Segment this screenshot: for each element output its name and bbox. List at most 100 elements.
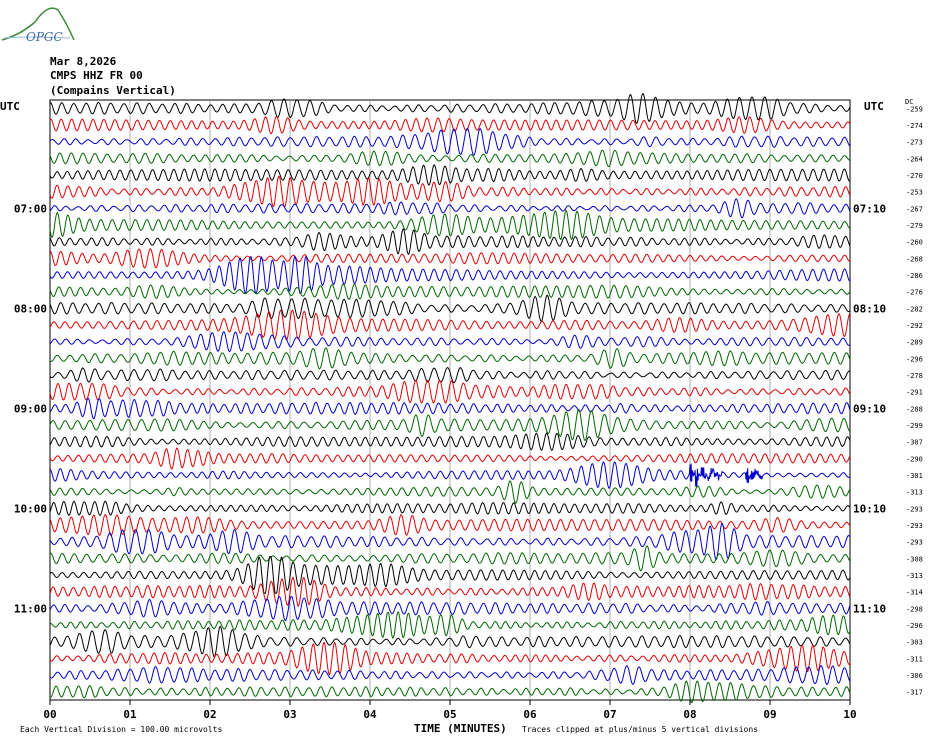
dc-offset-label: -288: [906, 405, 923, 413]
footer-clip: Traces clipped at plus/minus 5 vertical …: [522, 725, 759, 734]
trace-row-6: [49, 198, 851, 219]
dc-offset-label: -313: [906, 572, 923, 580]
trace-row-9: [49, 248, 851, 269]
dc-offset-label: -292: [906, 322, 923, 330]
left-time-label: 09:00: [14, 402, 47, 415]
dc-offset-label: -291: [906, 389, 923, 397]
logo-text: OPGC: [26, 30, 63, 44]
trace-row-32: [49, 625, 851, 658]
trace-row-23: [49, 480, 851, 504]
dc-offset-label: -293: [906, 539, 923, 547]
dc-offset-label: -279: [906, 222, 923, 230]
x-tick-label: 08: [683, 708, 696, 721]
dc-offset-label: -298: [906, 605, 923, 613]
trace-row-10: [49, 255, 851, 295]
dc-offset-label: -267: [906, 205, 923, 213]
dc-offset-label: -308: [906, 555, 923, 563]
trace-row-15: [49, 347, 851, 370]
right-time-label: 09:10: [853, 402, 886, 415]
left-time-label: 11:00: [14, 602, 47, 615]
right-time-label: 10:10: [853, 502, 886, 515]
x-tick-label: 01: [123, 708, 137, 721]
trace-row-28: [49, 556, 851, 594]
x-tick-label: 00: [43, 708, 56, 721]
x-tick-label: 06: [523, 708, 537, 721]
trace-row-3: [49, 149, 851, 168]
right-utc-label: UTC: [864, 100, 884, 113]
trace-row-20: [49, 432, 851, 451]
dc-offset-label: -259: [906, 105, 923, 113]
trace-row-24: [49, 500, 851, 516]
trace-row-33: [49, 641, 851, 676]
trace-row-27: [49, 545, 851, 572]
trace-row-8: [49, 228, 851, 255]
trace-row-5: [49, 175, 851, 208]
x-axis-title: TIME (MINUTES): [414, 722, 507, 735]
dc-offset-label: -293: [906, 505, 923, 513]
dc-offset-label: -317: [906, 689, 923, 697]
right-time-label: 08:10: [853, 302, 886, 315]
footer-scale: Each Vertical Division = 100.00 microvol…: [20, 725, 223, 734]
trace-row-1: [49, 116, 851, 135]
dc-offset-label: -313: [906, 489, 923, 497]
left-time-label: 07:00: [14, 202, 47, 215]
dc-offset-label: -270: [906, 172, 923, 180]
x-tick-label: 09: [763, 708, 776, 721]
x-tick-label: 02: [203, 708, 216, 721]
left-time-label: 08:00: [14, 302, 47, 315]
header-date: Mar 8,2026: [50, 55, 117, 68]
dc-offset-label: -282: [906, 305, 923, 313]
x-tick-label: 10: [843, 708, 856, 721]
header-station: CMPS HHZ FR 00: [50, 69, 143, 82]
trace-row-4: [49, 164, 851, 186]
x-tick-label: 05: [443, 708, 456, 721]
dc-label: DC: [905, 98, 914, 106]
left-utc-label: UTC: [0, 100, 20, 113]
trace-row-0: [49, 93, 851, 124]
right-time-label: 11:10: [853, 602, 886, 615]
trace-row-22: [49, 461, 851, 489]
trace-row-18: [49, 397, 851, 420]
dc-offset-label: -264: [906, 155, 923, 163]
trace-row-31: [49, 611, 851, 639]
trace-row-30: [49, 595, 851, 622]
dc-offset-label: -253: [906, 189, 923, 197]
trace-row-17: [49, 379, 851, 404]
trace-row-29: [49, 576, 851, 607]
trace-row-35: [49, 680, 851, 704]
x-tick-label: 07: [603, 708, 616, 721]
trace-row-13: [49, 309, 851, 341]
dc-offset-label: -314: [906, 589, 923, 597]
dc-offset-label: -306: [906, 672, 923, 680]
trace-row-7: [49, 209, 851, 241]
dc-offset-label: -278: [906, 372, 923, 380]
trace-row-2: [49, 127, 851, 156]
dc-offset-label: -274: [906, 122, 923, 130]
dc-offset-label: -303: [906, 639, 923, 647]
dc-offset-label: -296: [906, 355, 923, 363]
dc-offset-label: -286: [906, 272, 923, 280]
trace-row-16: [49, 367, 851, 384]
trace-row-34: [49, 665, 851, 685]
dc-offset-label: -293: [906, 522, 923, 530]
dc-offset-label: -289: [906, 339, 923, 347]
right-time-label: 07:10: [853, 202, 886, 215]
dc-offset-label: -307: [906, 439, 923, 447]
dc-offset-label: -268: [906, 255, 923, 263]
trace-row-21: [49, 447, 851, 470]
trace-row-12: [49, 294, 851, 322]
left-time-label: 10:00: [14, 502, 47, 515]
dc-offset-label: -311: [906, 655, 923, 663]
trace-row-19: [49, 408, 851, 442]
dc-offset-label: -296: [906, 622, 923, 630]
dc-offset-label: -260: [906, 239, 923, 247]
dc-offset-label: -299: [906, 422, 923, 430]
x-tick-label: 03: [283, 708, 296, 721]
opgc-logo: OPGC: [1, 7, 75, 44]
header-name: (Compains Vertical): [50, 84, 176, 97]
dc-offset-label: -273: [906, 139, 923, 147]
trace-row-11: [49, 283, 851, 301]
dc-offset-label: -276: [906, 289, 923, 297]
trace-row-25: [49, 513, 851, 537]
